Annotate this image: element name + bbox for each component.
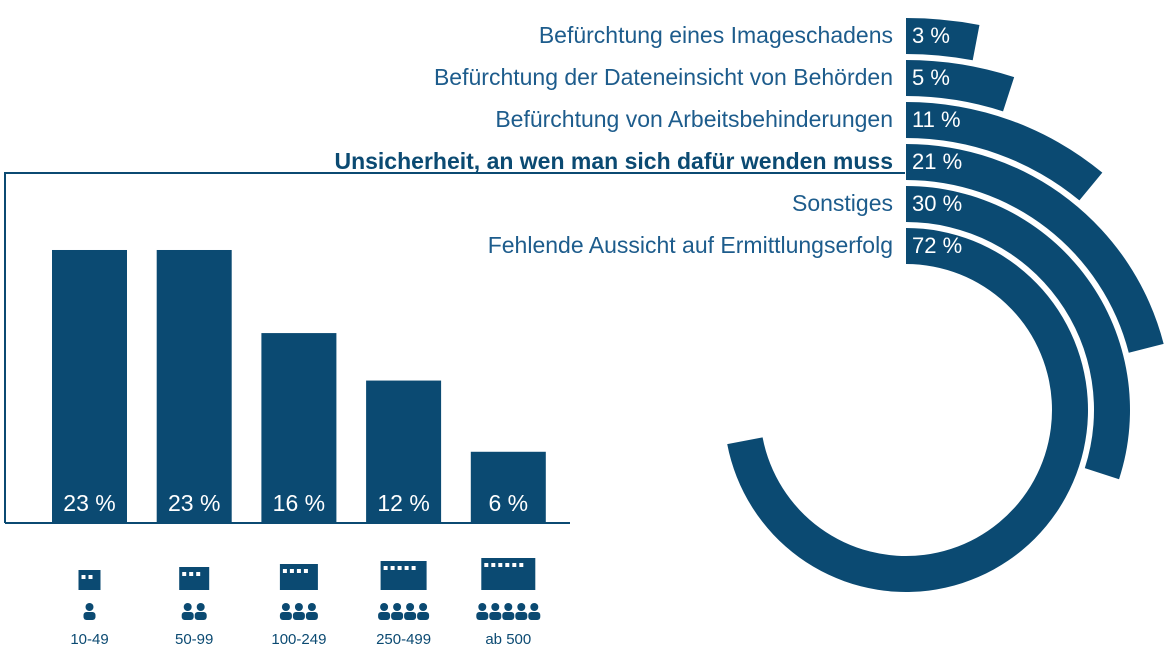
person-icon: [378, 612, 391, 620]
window-icon: [404, 566, 409, 570]
window-icon: [498, 563, 503, 567]
category-label: Befürchtung eines Imageschadens: [539, 22, 893, 48]
window-icon: [182, 572, 187, 576]
x-tick-label: 100-249: [271, 631, 326, 648]
radial-bar: [906, 144, 1164, 353]
building-icon: [78, 570, 101, 590]
bar: [261, 333, 337, 523]
window-icon: [196, 572, 201, 576]
building-icon: [380, 561, 427, 590]
person-icon: [489, 612, 502, 620]
value-label: 16 %: [273, 490, 325, 516]
building-icon: [481, 558, 536, 590]
bar: [52, 249, 127, 524]
value-label: 72 %: [912, 233, 962, 258]
person-icon: [83, 612, 96, 620]
window-icon: [189, 572, 194, 576]
person-icon: [281, 603, 290, 611]
person-icon: [528, 612, 541, 620]
window-icon: [289, 569, 294, 573]
person-icon: [478, 603, 487, 611]
x-tick-label: ab 500: [485, 631, 531, 648]
value-label: 30 %: [912, 191, 962, 216]
window-icon: [484, 563, 489, 567]
person-icon: [393, 603, 402, 611]
bar: [156, 249, 232, 524]
person-icon: [491, 603, 500, 611]
window-icon: [303, 569, 308, 573]
window-icon: [491, 563, 496, 567]
person-icon: [183, 603, 192, 611]
value-label: 23 %: [63, 490, 115, 516]
value-label: 6 %: [488, 490, 528, 516]
person-icon: [476, 612, 489, 620]
window-icon: [411, 566, 416, 570]
window-icon: [512, 563, 517, 567]
person-icon: [530, 603, 539, 611]
person-icon: [292, 612, 305, 620]
person-icon: [307, 603, 316, 611]
radial-bar: [906, 60, 1015, 112]
value-label: 23 %: [168, 490, 220, 516]
window-icon: [505, 563, 510, 567]
person-icon: [502, 612, 515, 620]
value-label: 21 %: [912, 149, 962, 174]
radial-bar: [906, 102, 1103, 201]
x-tick-label: 250-499: [376, 631, 431, 648]
person-icon: [196, 603, 205, 611]
value-label: 12 %: [377, 490, 429, 516]
category-label: Fehlende Aussicht auf Ermittlungserfolg: [488, 232, 893, 258]
person-icon: [419, 603, 428, 611]
value-label: 5 %: [912, 65, 950, 90]
window-icon: [296, 569, 301, 573]
value-label: 3 %: [912, 23, 950, 48]
category-label: Befürchtung von Arbeitsbehinderungen: [495, 106, 893, 132]
category-label: Sonstiges: [792, 190, 893, 216]
window-icon: [383, 566, 388, 570]
window-icon: [519, 563, 524, 567]
radial-bar: [727, 228, 1088, 592]
person-icon: [380, 603, 389, 611]
person-icon: [305, 612, 318, 620]
radial-bar: [906, 186, 1130, 480]
building-icon: [179, 567, 210, 590]
window-icon: [282, 569, 287, 573]
person-icon: [517, 603, 526, 611]
person-icon: [391, 612, 404, 620]
bar: [470, 451, 546, 523]
window-icon: [390, 566, 395, 570]
person-icon: [417, 612, 430, 620]
person-icon: [181, 612, 194, 620]
frame: [4, 172, 905, 523]
person-icon: [294, 603, 303, 611]
person-icon: [515, 612, 528, 620]
window-icon: [397, 566, 402, 570]
radial-bar: [906, 18, 980, 61]
value-label: 11 %: [912, 107, 961, 132]
window-icon: [88, 575, 93, 579]
category-label: Befürchtung der Dateneinsicht von Behörd…: [434, 64, 893, 90]
x-tick-label: 10-49: [70, 631, 108, 648]
person-icon: [404, 612, 417, 620]
person-icon: [194, 612, 207, 620]
category-label: Unsicherheit, an wen man sich dafür wend…: [334, 148, 893, 174]
window-icon: [81, 575, 86, 579]
building-icon: [279, 564, 318, 590]
person-icon: [85, 603, 94, 611]
bar: [366, 380, 442, 523]
person-icon: [504, 603, 513, 611]
person-icon: [406, 603, 415, 611]
person-icon: [279, 612, 292, 620]
x-tick-label: 50-99: [175, 631, 213, 648]
